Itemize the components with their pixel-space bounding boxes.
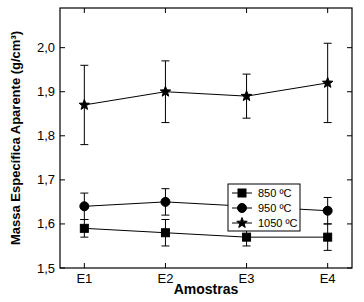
legend-marker — [238, 204, 247, 213]
legend-label: 850 ºC — [258, 187, 291, 199]
error-cap — [80, 237, 88, 238]
y-tick — [60, 223, 65, 224]
point — [243, 233, 251, 241]
point — [79, 99, 89, 109]
line — [84, 83, 327, 105]
x-tick — [165, 263, 166, 268]
y-tick-label: 1,5 — [37, 261, 55, 276]
plot-frame — [60, 8, 352, 268]
y-tick — [60, 47, 65, 48]
x-tick — [246, 263, 247, 268]
legend: 850 ºC 950 ºC 1050 ºC — [228, 184, 300, 231]
y-axis-label: Massa Específica Aparente (g/cm³) — [8, 31, 23, 245]
point — [161, 197, 170, 206]
legend-marker — [238, 189, 246, 197]
legend-label: 950 ºC — [258, 202, 291, 214]
error-cap — [161, 245, 169, 246]
error-cap — [324, 250, 332, 251]
y-tick — [60, 91, 65, 92]
error-cap — [80, 219, 88, 220]
y-tick — [347, 47, 352, 48]
error-cap — [243, 245, 251, 246]
series — [79, 43, 333, 144]
y-tick — [60, 179, 65, 180]
error-cap — [161, 188, 169, 189]
x-tick-label: E4 — [320, 271, 336, 286]
y-tick-label: 1,7 — [37, 172, 55, 187]
point — [241, 91, 251, 101]
error-cap — [161, 219, 169, 220]
error-bar — [161, 189, 169, 215]
y-tick — [60, 268, 65, 269]
error-cap — [161, 60, 169, 61]
y-tick-label: 1,6 — [37, 216, 55, 231]
y-tick — [347, 179, 352, 180]
error-cap — [161, 122, 169, 123]
error-cap — [324, 197, 332, 198]
y-tick-label: 1,9 — [37, 84, 55, 99]
chart: 1,5 1,6 1,7 1,8 1,9 2,0 E1 E2 E3 E4 Amostras Massa … — [0, 0, 364, 302]
y-tick — [347, 135, 352, 136]
error-cap — [161, 215, 169, 216]
error-cap — [80, 193, 88, 194]
point — [80, 224, 88, 232]
legend-box — [228, 184, 300, 231]
y-tick — [347, 223, 352, 224]
error-cap — [324, 43, 332, 44]
y-tick — [347, 268, 352, 269]
error-cap — [324, 223, 332, 224]
point — [322, 77, 332, 87]
error-cap — [80, 219, 88, 220]
error-cap — [324, 122, 332, 123]
x-tick — [246, 8, 247, 13]
point — [323, 206, 332, 215]
point — [80, 202, 89, 211]
x-tick — [165, 8, 166, 13]
y-tick-label: 1,8 — [37, 128, 55, 143]
y-tick — [60, 135, 65, 136]
error-bar — [161, 220, 169, 246]
x-tick — [327, 263, 328, 268]
error-bar — [324, 224, 332, 250]
point — [160, 86, 170, 96]
point — [324, 233, 332, 241]
y-tick-label: 2,0 — [37, 40, 55, 55]
x-tick-label: E3 — [239, 271, 255, 286]
x-tick-label: E2 — [157, 271, 173, 286]
error-cap — [243, 118, 251, 119]
error-bar — [324, 197, 332, 223]
plot-area — [79, 43, 333, 250]
x-tick — [327, 8, 328, 13]
y-tick — [347, 91, 352, 92]
x-tick — [84, 263, 85, 268]
error-cap — [80, 144, 88, 145]
x-axis-label: Amostras — [174, 281, 239, 297]
error-bar — [80, 220, 88, 238]
error-cap — [243, 74, 251, 75]
error-bar — [80, 193, 88, 219]
x-tick — [84, 8, 85, 13]
error-cap — [80, 65, 88, 66]
x-tick-label: E1 — [76, 271, 92, 286]
point — [161, 229, 169, 237]
legend-label: 1050 ºC — [258, 217, 298, 229]
legend-marker — [237, 218, 247, 228]
error-cap — [324, 223, 332, 224]
